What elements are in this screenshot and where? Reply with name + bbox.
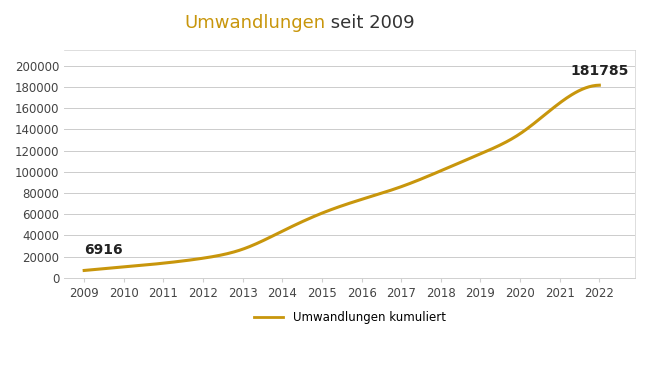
- Text: 181785: 181785: [570, 64, 629, 78]
- Text: 6916: 6916: [84, 243, 123, 257]
- Text: seit 2009: seit 2009: [325, 14, 415, 32]
- Legend: Umwandlungen kumuliert: Umwandlungen kumuliert: [249, 307, 450, 329]
- Text: Umwandlungen: Umwandlungen: [184, 14, 325, 32]
